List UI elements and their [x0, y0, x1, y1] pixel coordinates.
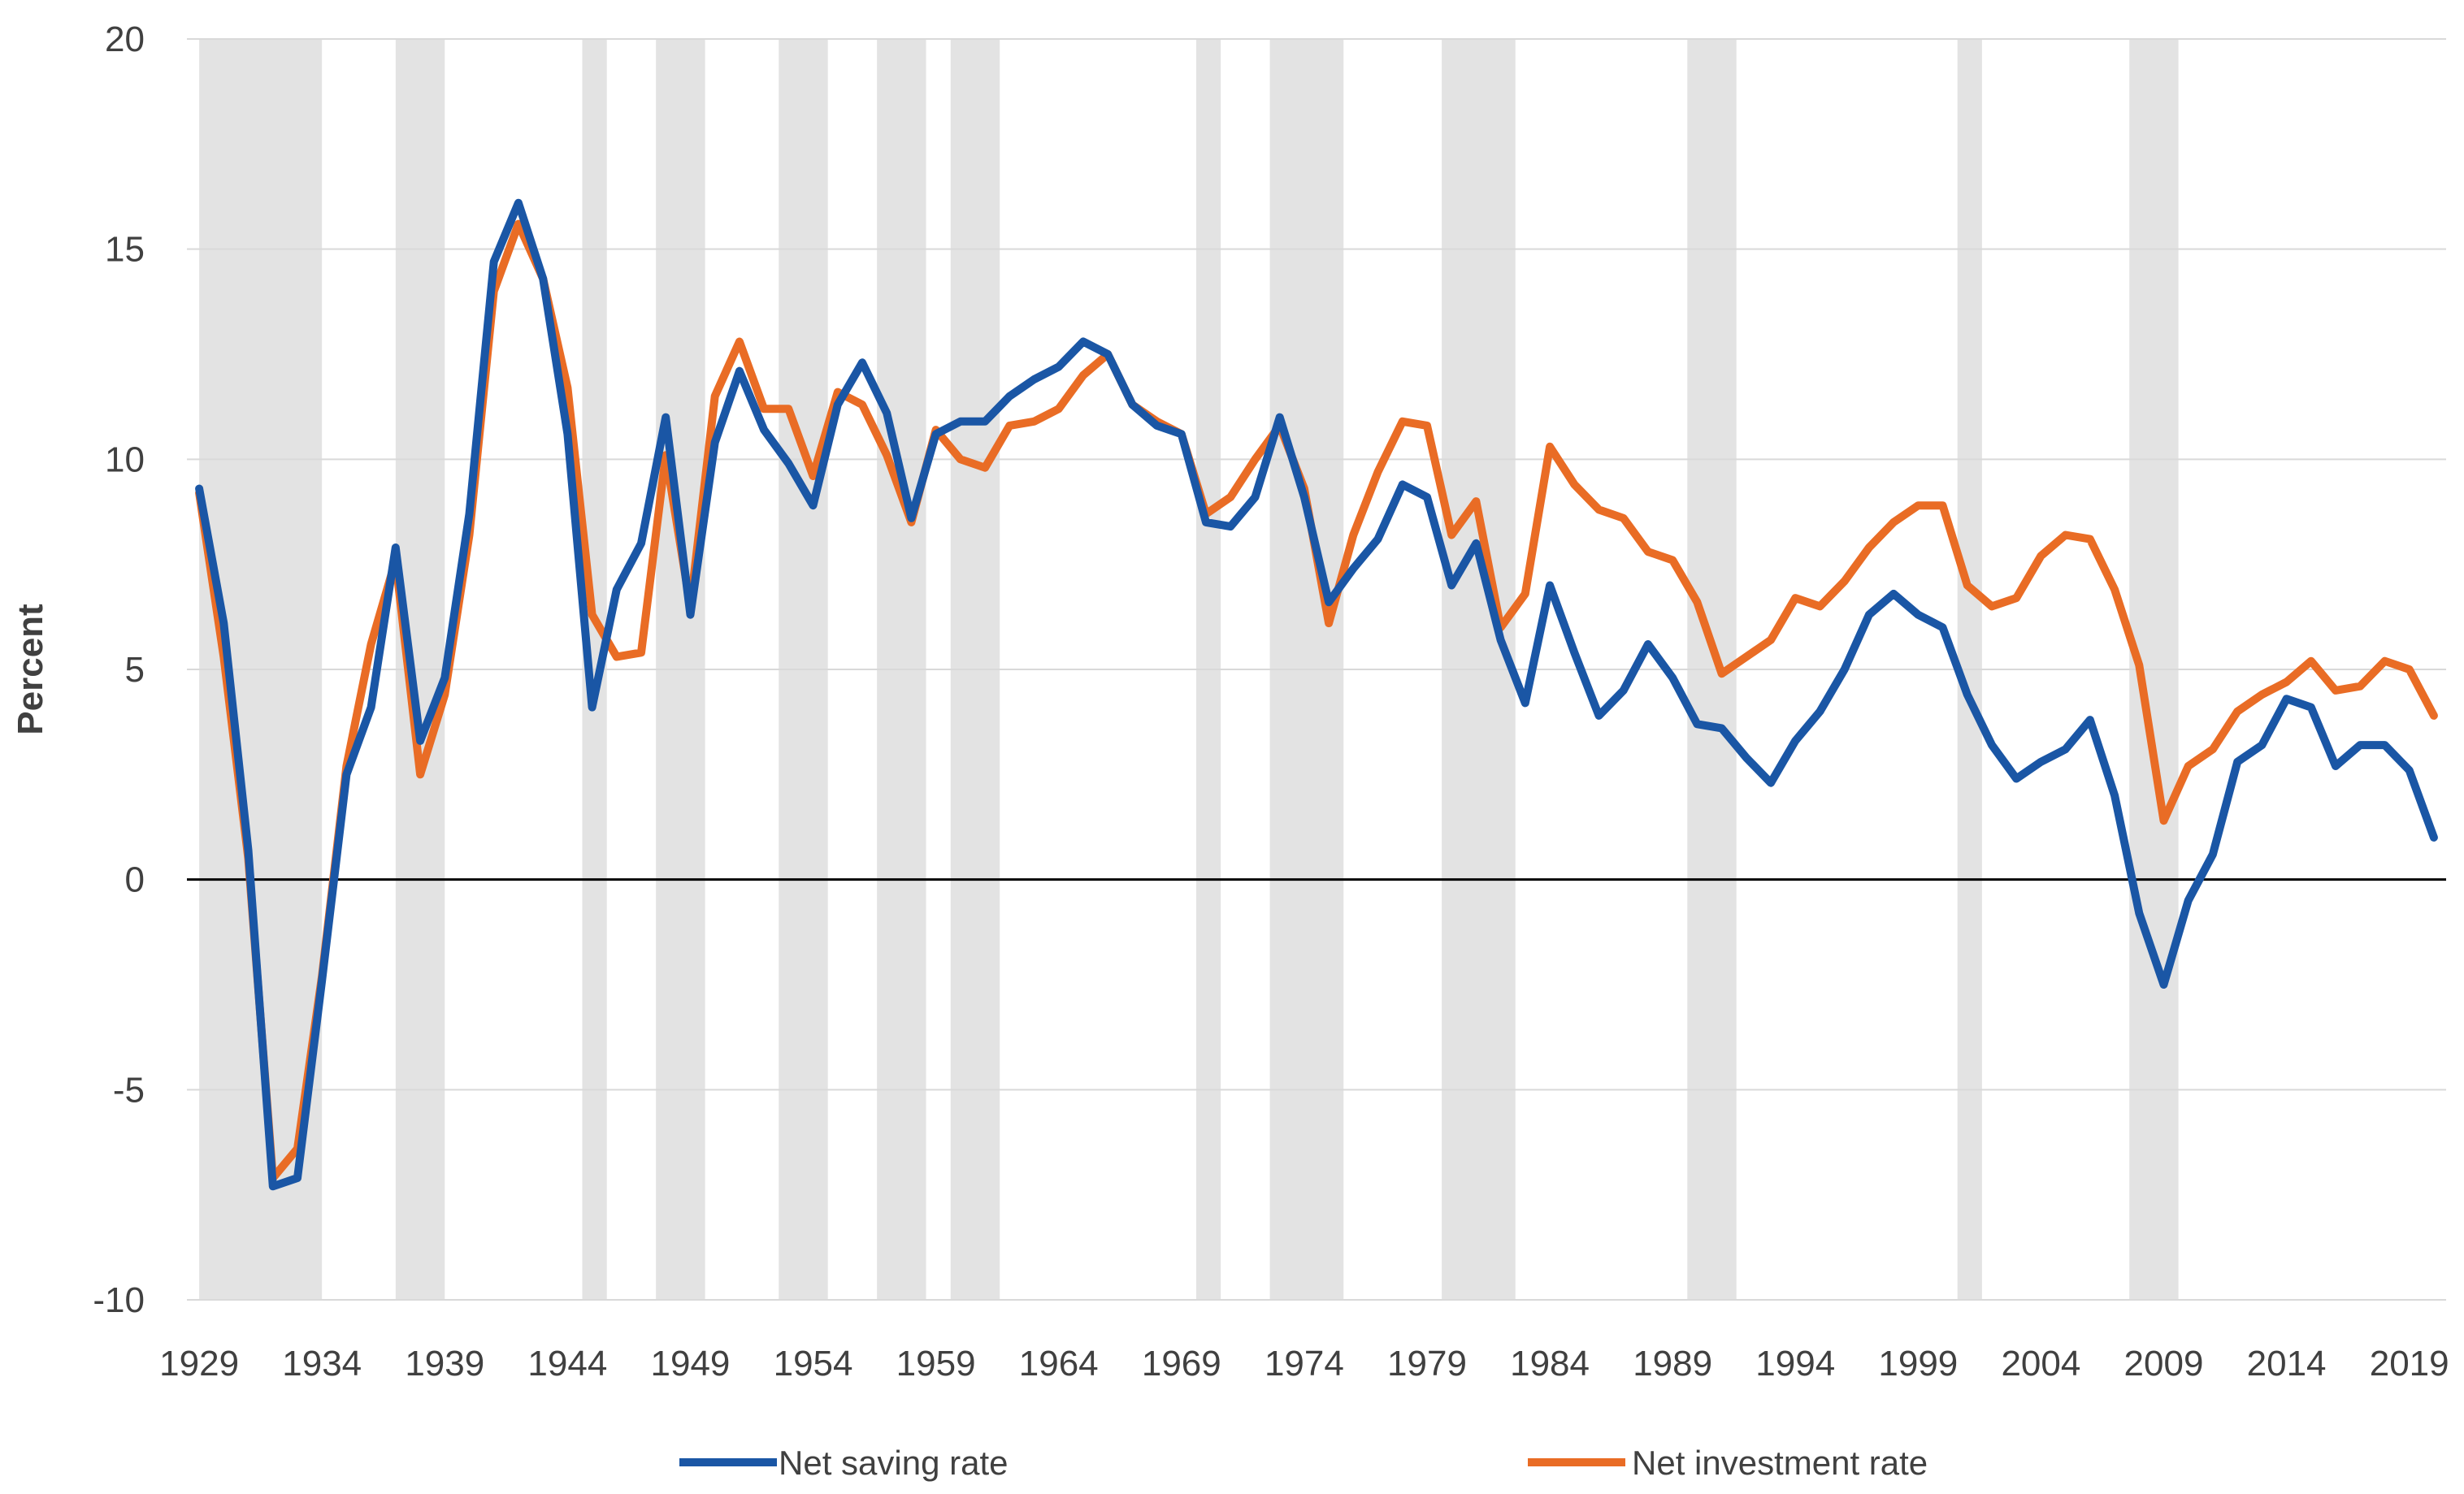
x-tick-label: 1959 [896, 1344, 976, 1384]
x-tick-label: 1999 [1878, 1344, 1958, 1384]
y-tick-label: 5 [125, 650, 145, 690]
x-tick-label: 2019 [2370, 1344, 2449, 1384]
x-tick-label: 1979 [1387, 1344, 1467, 1384]
x-tick-label: 1944 [527, 1344, 607, 1384]
legend-label-net-investment: Net investment rate [1632, 1444, 1928, 1482]
x-tick-label: 1984 [1510, 1344, 1590, 1384]
y-tick-label: 10 [105, 440, 145, 479]
x-axis-ticks: 1929 1934 1939 1944 1949 1954 1959 1964 1969 1974… [159, 1344, 2449, 1384]
x-tick-label: 1939 [405, 1344, 484, 1384]
series-line-net-saving [195, 198, 2438, 1191]
gridlines [187, 38, 2446, 1301]
y-axis-ticks: 20 15 10 5 0 -5 -10 [93, 19, 145, 1320]
x-tick-label: 1964 [1019, 1344, 1099, 1384]
x-tick-label: 1954 [774, 1344, 853, 1384]
x-tick-label: 1949 [651, 1344, 731, 1384]
y-tick-label: 20 [105, 19, 145, 59]
y-tick-label: 15 [105, 230, 145, 270]
x-tick-label: 1994 [1755, 1344, 1835, 1384]
y-axis-label: Percent [11, 604, 50, 735]
x-tick-label: 1929 [159, 1344, 239, 1384]
y-tick-label: 0 [125, 860, 145, 900]
y-tick-label: -5 [113, 1070, 145, 1110]
x-tick-label: 1969 [1142, 1344, 1221, 1384]
x-tick-label: 1974 [1265, 1344, 1344, 1384]
x-tick-label: 2004 [2001, 1344, 2080, 1384]
y-tick-label: -10 [93, 1280, 145, 1320]
x-tick-label: 1934 [282, 1344, 362, 1384]
legend: Net saving rate Net investment rate [679, 1444, 1928, 1482]
series-lines [195, 198, 2438, 1191]
x-tick-label: 2009 [2124, 1344, 2204, 1384]
legend-label-net-saving: Net saving rate [779, 1444, 1008, 1482]
x-tick-label: 2014 [2247, 1344, 2327, 1384]
x-tick-label: 1989 [1633, 1344, 1712, 1384]
